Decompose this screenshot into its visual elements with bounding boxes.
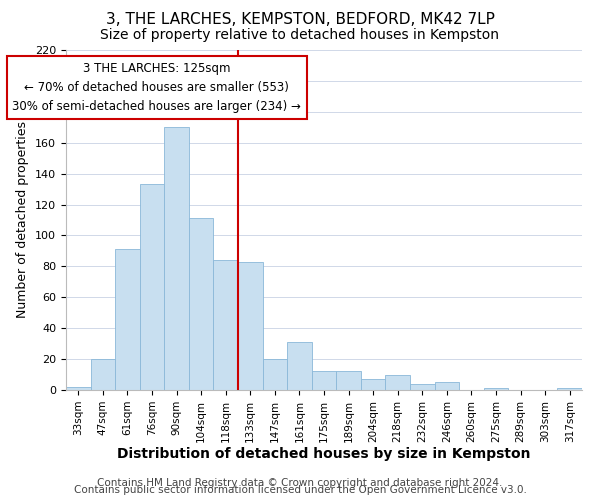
Bar [214, 260, 238, 390]
Text: 3, THE LARCHES, KEMPSTON, BEDFORD, MK42 7LP: 3, THE LARCHES, KEMPSTON, BEDFORD, MK42 … [106, 12, 494, 28]
Bar [312, 372, 336, 390]
Bar [336, 372, 361, 390]
X-axis label: Distribution of detached houses by size in Kempston: Distribution of detached houses by size … [117, 448, 531, 462]
Bar [91, 359, 115, 390]
Bar [385, 374, 410, 390]
Bar [434, 382, 459, 390]
Bar [66, 387, 91, 390]
Bar [164, 128, 189, 390]
Bar [263, 359, 287, 390]
Bar [115, 250, 140, 390]
Bar [484, 388, 508, 390]
Text: Contains HM Land Registry data © Crown copyright and database right 2024.: Contains HM Land Registry data © Crown c… [97, 478, 503, 488]
Bar [238, 262, 263, 390]
Bar [410, 384, 434, 390]
Text: Contains public sector information licensed under the Open Government Licence v3: Contains public sector information licen… [74, 485, 526, 495]
Bar [557, 388, 582, 390]
Bar [140, 184, 164, 390]
Bar [189, 218, 214, 390]
Text: 3 THE LARCHES: 125sqm
← 70% of detached houses are smaller (553)
30% of semi-det: 3 THE LARCHES: 125sqm ← 70% of detached … [13, 62, 301, 114]
Y-axis label: Number of detached properties: Number of detached properties [16, 122, 29, 318]
Bar [361, 379, 385, 390]
Text: Size of property relative to detached houses in Kempston: Size of property relative to detached ho… [101, 28, 499, 42]
Bar [287, 342, 312, 390]
